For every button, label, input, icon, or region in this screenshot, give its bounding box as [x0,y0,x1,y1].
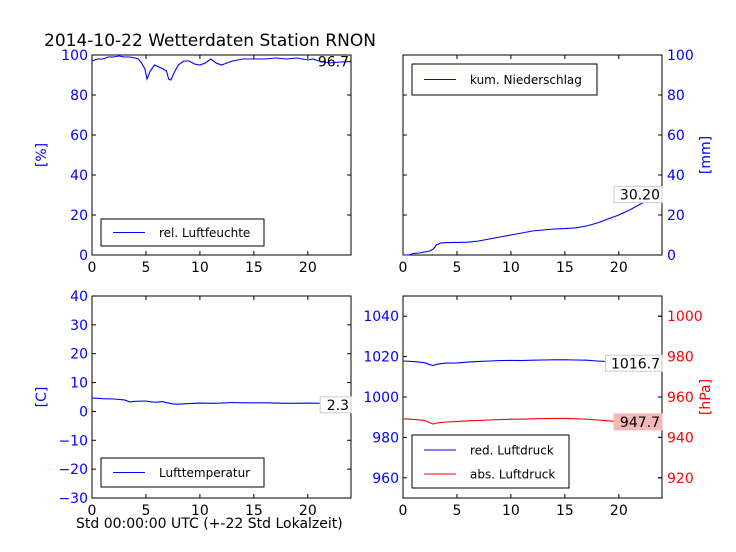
pressure-x-tick-label: 15 [556,503,574,519]
humidity-legend-label: rel. Luftfeuchte [159,226,250,240]
pressure-y-tick-label: 1020 [363,350,399,366]
pressure-last-value-label: 1016.7 [611,356,660,372]
pressure-last-value-box [613,413,663,431]
precipitation-y-tick-label-right: 40 [667,168,685,184]
pressure-last-value-box [604,354,663,372]
humidity-y-axis-label: [%] [34,143,50,167]
humidity-x-tick-label: 0 [88,260,97,276]
pressure-y-tick-label-right: 1000 [667,309,703,325]
precipitation-series-line-1 [403,194,663,256]
pressure-x-tick-label: 5 [452,503,461,519]
precipitation-legend-label: kum. Niederschlag [470,73,582,87]
pressure-y-tick-label-right: 920 [667,471,694,487]
humidity-x-tick-label: 20 [299,260,317,276]
precipitation-plot-frame [402,54,663,256]
humidity-y-tick-label: 40 [70,168,88,184]
pressure-y-tick-label: 1040 [363,309,399,325]
precipitation-y-tick-label-right: 100 [667,48,694,64]
temperature-y-tick-label: −30 [58,491,88,507]
pressure-x-tick-label: 20 [610,503,628,519]
temperature-y-tick-label: 20 [70,347,88,363]
pressure-legend-label: abs. Luftdruck [470,468,555,482]
pressure-x-tick-label: 0 [399,503,408,519]
precipitation-last-value-label: 30.20 [620,188,660,204]
temperature-x-tick-label: 0 [88,503,97,519]
pressure-y-axis-label: [hPa] [698,379,714,415]
temperature-y-tick-label: 10 [70,376,88,392]
precipitation-x-tick-label: 20 [610,260,628,276]
pressure-y-tick-label-right: 960 [667,390,694,406]
temperature-y-axis-label: [C] [34,387,50,408]
pressure-y-tick-label: 1000 [363,390,399,406]
pressure-y-tick-label: 960 [372,471,399,487]
temperature-series-line-1 [91,397,352,406]
humidity-x-tick-label: 15 [245,260,263,276]
precipitation-x-tick-label: 0 [399,260,408,276]
humidity-y-tick-label: 80 [70,88,88,104]
precipitation-y-tick-label-right: 60 [667,128,685,144]
precipitation-y-tick-label-right: 20 [667,208,685,224]
pressure-y-tick-label-right: 940 [667,430,694,446]
temperature-x-tick-label: 15 [245,503,263,519]
precipitation-x-tick-label: 10 [502,260,520,276]
humidity-y-tick-label: 0 [79,248,88,264]
temperature-y-tick-label: 0 [79,404,88,420]
pressure-y-tick-label: 980 [372,430,399,446]
temperature-last-value-box [319,396,352,414]
humidity-y-tick-label: 20 [70,208,88,224]
page-title: 2014-10-22 Wetterdaten Station RNON [44,31,376,51]
pressure-y-tick-label-right: 980 [667,350,694,366]
pressure-legend-label: red. Luftdruck [470,444,554,458]
pressure-legend-box [411,434,570,489]
humidity-x-tick-label: 10 [191,260,209,276]
precipitation-y-tick-label-right: 0 [667,248,676,264]
temperature-x-tick-label: 10 [191,503,209,519]
temperature-y-tick-label: 40 [70,289,88,305]
precipitation-y-axis-label: [mm] [698,136,714,174]
humidity-y-tick-label: 60 [70,128,88,144]
temperature-x-tick-label: 5 [141,503,150,519]
precipitation-x-tick-label: 15 [556,260,574,276]
temperature-y-tick-label: −20 [58,462,88,478]
humidity-plot-frame [91,54,352,256]
pressure-x-tick-label: 10 [502,503,520,519]
temperature-y-tick-label: −10 [58,433,88,449]
x-axis-caption: Std 00:00:00 UTC (+-22 Std Lokalzeit) [76,516,343,532]
humidity-y-tick-label: 100 [61,48,88,64]
pressure-last-value-label: 947.7 [620,415,660,431]
humidity-series-line-1 [91,55,352,81]
precipitation-last-value-box [613,186,663,204]
humidity-x-tick-label: 5 [141,260,150,276]
temperature-y-tick-label: 30 [70,318,88,334]
temperature-last-value-label: 2.3 [327,398,349,414]
temperature-legend-label: Lufttemperatur [159,466,250,480]
precipitation-x-tick-label: 5 [452,260,461,276]
precipitation-y-tick-label-right: 80 [667,88,685,104]
temperature-x-tick-label: 20 [299,503,317,519]
humidity-last-value-label: 96.7 [318,55,349,71]
